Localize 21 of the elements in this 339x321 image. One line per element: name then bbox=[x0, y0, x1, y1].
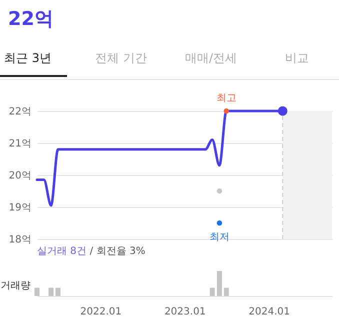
y-tick-label: 18억 bbox=[8, 234, 32, 246]
y-axis-title: 거래량 bbox=[0, 280, 30, 292]
x-tick-label: 2023.01 bbox=[164, 306, 206, 318]
text: 최근 3년 bbox=[0, 50, 68, 77]
y-tick-label: 22억 bbox=[8, 106, 32, 118]
point bbox=[224, 108, 230, 114]
point bbox=[216, 188, 222, 194]
x-tick-label: 2024.01 bbox=[248, 306, 290, 318]
y-tick-label: 19억 bbox=[8, 202, 32, 214]
x-tick-label: 2022.01 bbox=[80, 306, 122, 318]
text: 매매/전세 bbox=[185, 50, 238, 67]
point bbox=[216, 220, 222, 226]
text: 비교 bbox=[285, 50, 309, 67]
text: 전체 기간 bbox=[95, 50, 147, 67]
annotation: 최저 bbox=[209, 232, 230, 243]
y-tick-label: 21억 bbox=[8, 138, 32, 150]
text: 실거래 8건 bbox=[37, 246, 87, 257]
point bbox=[278, 106, 288, 116]
y-tick-label: 20억 bbox=[8, 170, 32, 182]
annotation: 최고 bbox=[216, 93, 236, 104]
text: / 회전율 3% bbox=[88, 246, 146, 257]
